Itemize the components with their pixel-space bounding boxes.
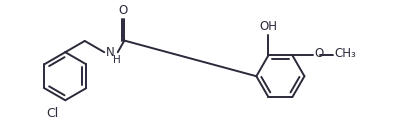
Text: N: N [106,46,115,59]
Text: OH: OH [259,20,277,33]
Text: CH₃: CH₃ [334,47,356,60]
Text: O: O [314,47,324,60]
Text: O: O [119,4,128,17]
Text: H: H [113,55,121,65]
Text: Cl: Cl [46,107,58,120]
